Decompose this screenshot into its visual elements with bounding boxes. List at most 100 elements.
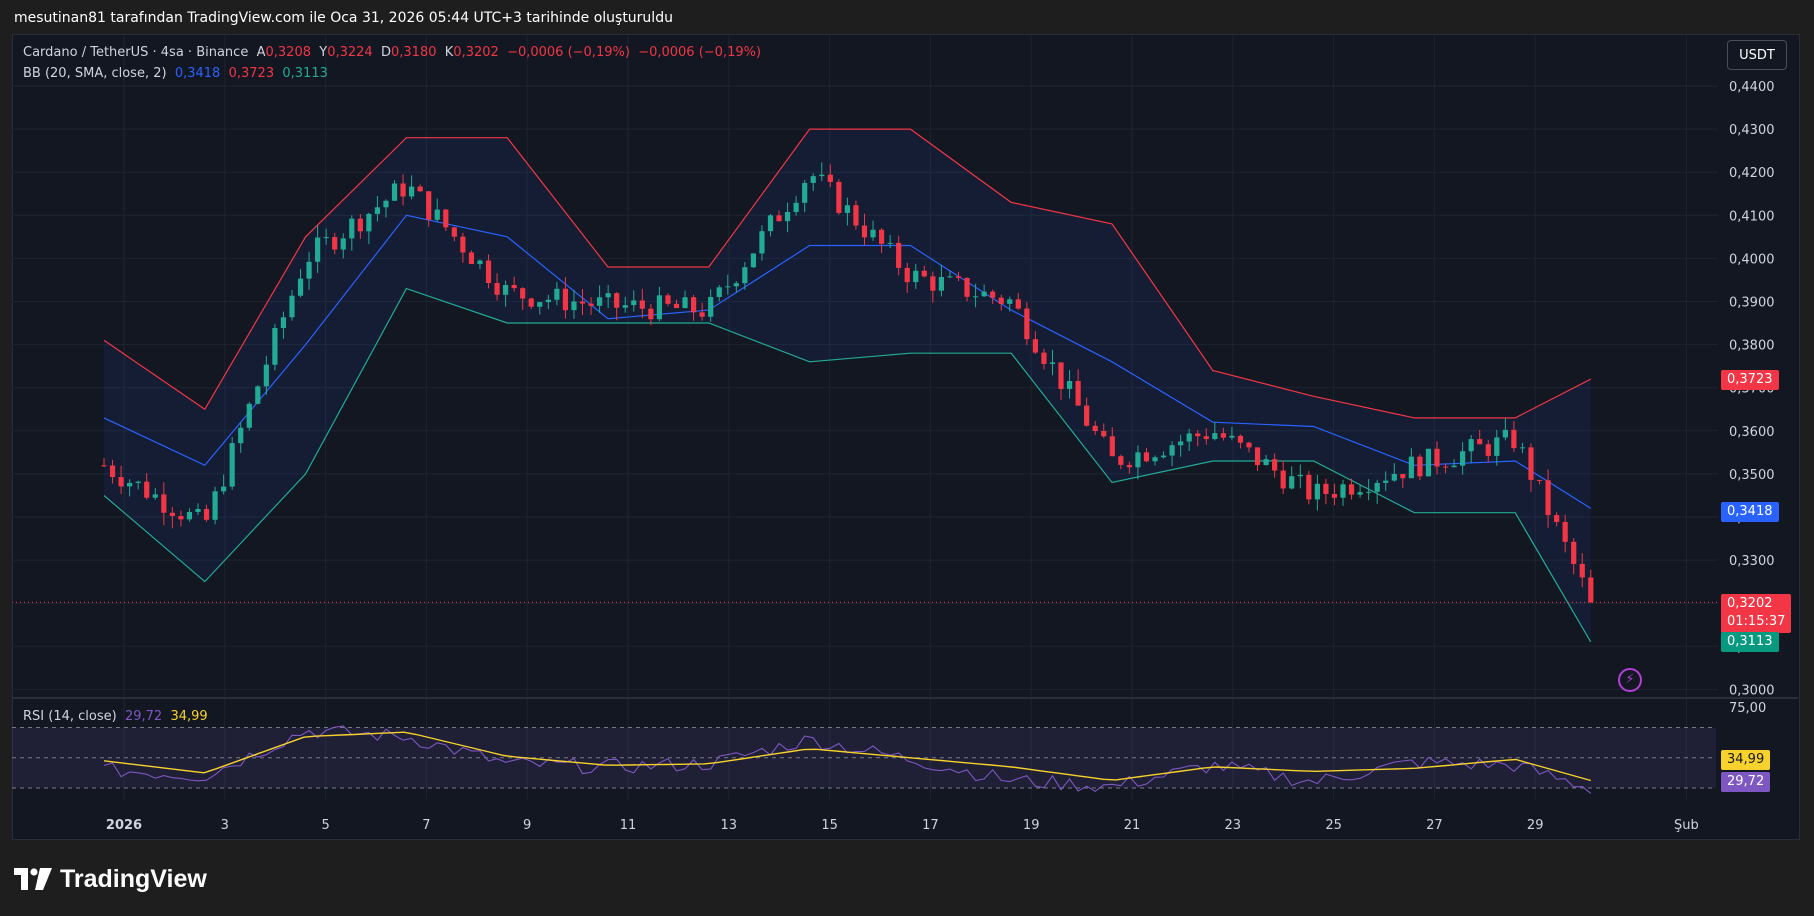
bb-basis-value: 0,3418 [174, 66, 221, 81]
candle-down [443, 209, 449, 228]
candle-up [682, 297, 688, 309]
candle-up [477, 260, 483, 265]
candle-up [742, 267, 748, 284]
candle-down [511, 285, 517, 289]
candle-down [1536, 479, 1543, 481]
candle-up [152, 494, 158, 498]
candle-down [332, 237, 338, 250]
candle-up [1391, 473, 1397, 481]
candle-down [853, 205, 859, 226]
rsi-name[interactable]: RSI (14, close) [23, 709, 117, 724]
bb-upper-price-tag: 0,3723 [1721, 370, 1779, 390]
candle-down [1237, 435, 1244, 443]
candle-up [767, 215, 774, 232]
candle-up [1212, 433, 1218, 440]
candle-down [776, 215, 782, 222]
candle-up [1178, 441, 1184, 446]
close-value: 0,3202 [453, 45, 499, 60]
candle-up [374, 207, 381, 214]
candle-up [716, 287, 722, 298]
candle-down [614, 293, 620, 308]
candle-down [101, 465, 107, 467]
candle-down [639, 300, 645, 309]
candle-up [1502, 429, 1508, 438]
bollinger-band-fill [104, 129, 1591, 643]
candle-up [1160, 455, 1167, 458]
candle-up [1357, 492, 1363, 495]
candle-up [793, 202, 799, 212]
change-value: −0,0006 (−0,19%) [507, 45, 630, 60]
lightning-icon[interactable]: ⚡ [1618, 668, 1642, 692]
candle-up [186, 511, 193, 520]
candle-up [981, 291, 987, 297]
candle-up [1494, 437, 1500, 456]
symbol-legend[interactable]: Cardano / TetherUS · 4sa · Binance A0,32… [23, 45, 761, 60]
bar-countdown: 01:15:37 [1727, 614, 1786, 629]
bb-basis-price-tag: 0,3418 [1721, 502, 1779, 522]
time-tick-label: 23 [1225, 818, 1242, 833]
rsi-legend[interactable]: RSI (14, close) 29,72 34,99 [23, 709, 208, 724]
price-tick-label: 0,4000 [1729, 252, 1775, 267]
candle-down [1417, 456, 1423, 477]
candle-down [1485, 444, 1491, 456]
time-tick-label: 7 [422, 818, 430, 833]
candle-down [426, 191, 432, 220]
candle-down [1348, 484, 1355, 495]
candle-down [1562, 521, 1568, 542]
candle-down [955, 276, 962, 278]
candle-down [1126, 464, 1132, 468]
low-label: D [380, 45, 391, 60]
candle-down [1101, 431, 1107, 437]
candle-down [990, 291, 996, 298]
candle-down [1015, 299, 1021, 309]
candle-up [297, 278, 304, 296]
candle-down [400, 183, 406, 197]
chart-frame[interactable] [12, 34, 1800, 840]
symbol-name[interactable]: Cardano / TetherUS · 4sa · Binance [23, 45, 249, 60]
currency-button[interactable]: USDT [1727, 40, 1787, 70]
candle-up [938, 277, 944, 291]
time-tick-label: 15 [821, 818, 838, 833]
time-tick-label: 3 [221, 818, 229, 833]
candle-up [1169, 445, 1175, 456]
candle-up [972, 296, 979, 298]
candle-up [1229, 435, 1235, 438]
candle-down [1588, 577, 1594, 603]
candle-up [212, 491, 218, 520]
candle-up [750, 253, 757, 268]
time-tick-label: 11 [620, 818, 637, 833]
candle-up [246, 403, 252, 428]
candle-up [1314, 483, 1320, 500]
candle-up [1374, 482, 1380, 492]
candle-down [1528, 447, 1534, 480]
candle-down [144, 481, 150, 498]
rsi-ma-line [103, 731, 1591, 782]
bollinger-lower-line [103, 287, 1592, 643]
candle-down [1272, 459, 1278, 471]
candle-down [1032, 339, 1038, 353]
open-value: 0,3208 [265, 45, 312, 60]
candle-up [870, 229, 876, 238]
candle-up [656, 295, 663, 320]
candle-down [520, 288, 526, 299]
candle-up [263, 364, 269, 387]
bb-upper-value: 0,3723 [228, 66, 275, 81]
candle-up [1460, 451, 1466, 466]
candle-down [118, 477, 124, 487]
candle-down [896, 242, 902, 268]
candle-up [349, 218, 355, 239]
candle-down [648, 308, 654, 320]
candle-down [451, 227, 457, 237]
bb-name[interactable]: BB (20, SMA, close, 2) [23, 66, 167, 81]
candle-up [725, 286, 731, 288]
candle-up [1007, 299, 1013, 304]
bb-legend[interactable]: BB (20, SMA, close, 2) 0,3418 0,3723 0,3… [23, 66, 328, 81]
rsi-ma-value: 34,99 [170, 709, 208, 724]
open-label: A [256, 45, 266, 60]
candle-down [673, 303, 680, 309]
tradingview-logo[interactable]: TradingView [14, 864, 207, 894]
candle-down [1442, 466, 1449, 468]
chart-caption: mesutinan81 tarafından TradingView.com i… [14, 10, 673, 26]
high-value: 0,3224 [327, 45, 373, 60]
